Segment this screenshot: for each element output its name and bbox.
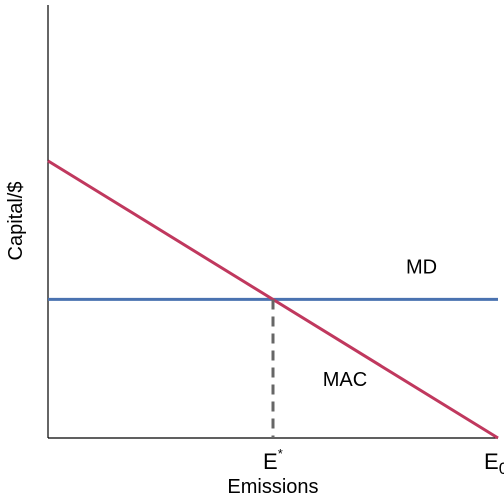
x-tick-label: E0 bbox=[484, 449, 504, 478]
label-layer: MD MAC E* E0 bbox=[263, 256, 504, 478]
x-tick-label: E* bbox=[263, 446, 283, 474]
annotation-md: MD bbox=[406, 256, 437, 278]
x-axis-label: Emissions bbox=[227, 476, 318, 498]
annotation-mac: MAC bbox=[323, 369, 367, 391]
y-axis-label: Capital/$ bbox=[5, 182, 27, 261]
series-layer bbox=[47, 159, 499, 440]
